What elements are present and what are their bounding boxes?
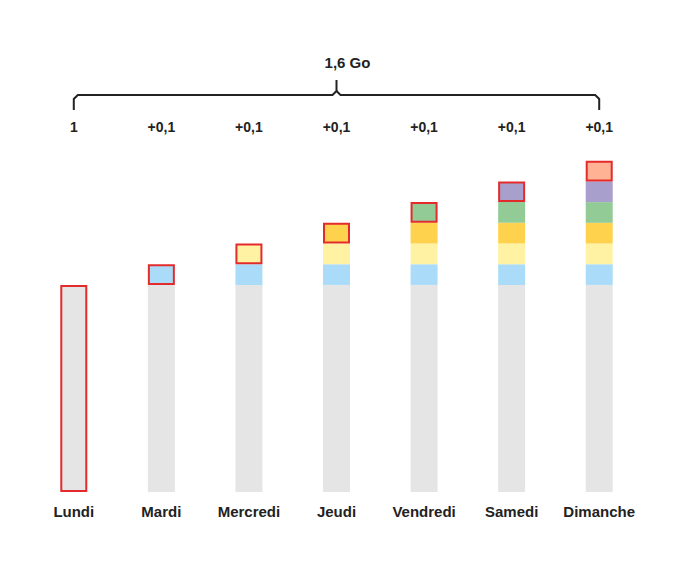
svg-text:Lundi: Lundi — [53, 503, 94, 520]
svg-text:Samedi: Samedi — [485, 503, 538, 520]
svg-text:Mardi: Mardi — [141, 503, 181, 520]
svg-text:+0,1: +0,1 — [498, 119, 526, 135]
svg-text:+0,1: +0,1 — [585, 119, 613, 135]
svg-text:+0,1: +0,1 — [323, 119, 351, 135]
svg-text:Vendredi: Vendredi — [392, 503, 455, 520]
svg-text:Jeudi: Jeudi — [317, 503, 356, 520]
svg-text:1,6 Go: 1,6 Go — [325, 54, 371, 71]
svg-text:+0,1: +0,1 — [235, 119, 263, 135]
svg-text:+0,1: +0,1 — [410, 119, 438, 135]
svg-text:Dimanche: Dimanche — [563, 503, 635, 520]
svg-text:1: 1 — [70, 119, 78, 135]
svg-text:Mercredi: Mercredi — [218, 503, 281, 520]
svg-text:+0,1: +0,1 — [148, 119, 176, 135]
